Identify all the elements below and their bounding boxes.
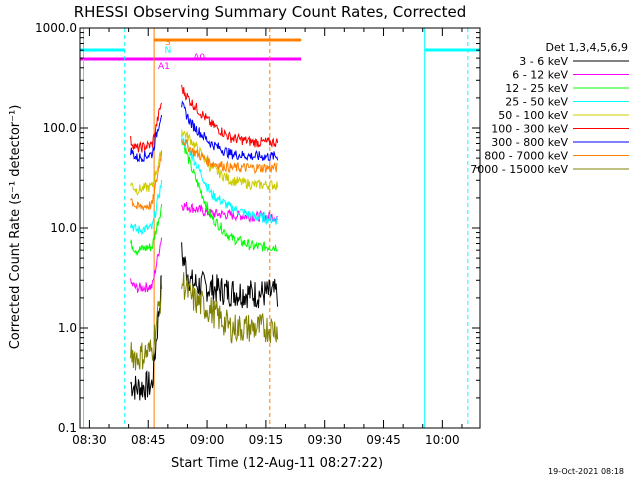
annotation-n: N [164, 46, 171, 56]
series-line-8-seg-1 [181, 272, 279, 344]
x-axis-label: Start Time (12-Aug-11 08:27:22) [171, 456, 383, 471]
legend-label-4: 50 - 100 keV [498, 109, 568, 122]
legend-label-8: 7000 - 15000 keV [470, 163, 568, 176]
series-line-1-seg-0 [130, 237, 163, 293]
series-line-6-seg-1 [181, 100, 279, 162]
x-tick-label-1: 08:45 [131, 433, 166, 447]
legend-label-3: 25 - 50 keV [505, 96, 568, 109]
axes: 1000.0 100.0 10.0 1.0 0.108:30 08:45 09:00 09:1… [35, 21, 481, 447]
annotation-s: S [165, 38, 171, 48]
legend-label-1: 6 - 12 keV [512, 69, 568, 82]
series-line-4-seg-1 [181, 129, 279, 191]
series-line-0-seg-1 [181, 242, 279, 309]
legend-label-7: 800 - 7000 keV [484, 150, 568, 163]
legend-label-5: 100 - 300 keV [491, 123, 568, 136]
legend-label-0: 3 - 6 keV [519, 55, 568, 68]
x-tick-label-5: 09:45 [366, 433, 401, 447]
legend-title: Det 1,3,4,5,6,9 [545, 41, 628, 54]
series-line-2-seg-1 [181, 139, 279, 253]
y-tick-label-2: 10.0 [50, 221, 77, 235]
x-tick-label-4: 09:30 [307, 433, 342, 447]
series-line-5-seg-1 [181, 84, 279, 149]
chart-title: RHESSI Observing Summary Count Rates, Co… [74, 3, 467, 21]
x-tick-label-6: 10:00 [425, 433, 460, 447]
y-axis-label: Corrected Count Rate (s⁻¹ detector⁻¹) [8, 105, 23, 350]
legend-label-2: 12 - 25 keV [505, 82, 568, 95]
footer-date: 19-Oct-2021 08:18 [548, 467, 624, 476]
series-line-8-seg-0 [130, 274, 163, 371]
x-tick-label-2: 09:00 [190, 433, 225, 447]
y-tick-label-4: 0.1 [58, 421, 77, 435]
annotation-a0: A0 [193, 53, 205, 63]
annotation-a1: A1 [158, 62, 170, 72]
y-tick-label-3: 1.0 [58, 321, 77, 335]
series-line-3-seg-0 [130, 180, 163, 236]
x-tick-label-0: 08:30 [72, 433, 107, 447]
y-tick-label-0: 1000.0 [35, 21, 77, 35]
series-line-3-seg-1 [181, 133, 279, 226]
plot-area: SN A1 A0 [80, 28, 480, 428]
series-line-0-seg-0 [130, 275, 163, 401]
x-tick-label-3: 09:15 [249, 433, 284, 447]
series-line-7-seg-1 [181, 138, 278, 175]
series-line-6-seg-0 [130, 114, 163, 163]
series-line-2-seg-0 [130, 203, 163, 256]
legend-label-6: 300 - 800 keV [491, 136, 568, 149]
series-line-4-seg-0 [130, 151, 163, 196]
series-line-5-seg-0 [130, 102, 163, 153]
series-line-7-seg-0 [130, 150, 163, 211]
y-tick-label-1: 100.0 [43, 121, 77, 135]
